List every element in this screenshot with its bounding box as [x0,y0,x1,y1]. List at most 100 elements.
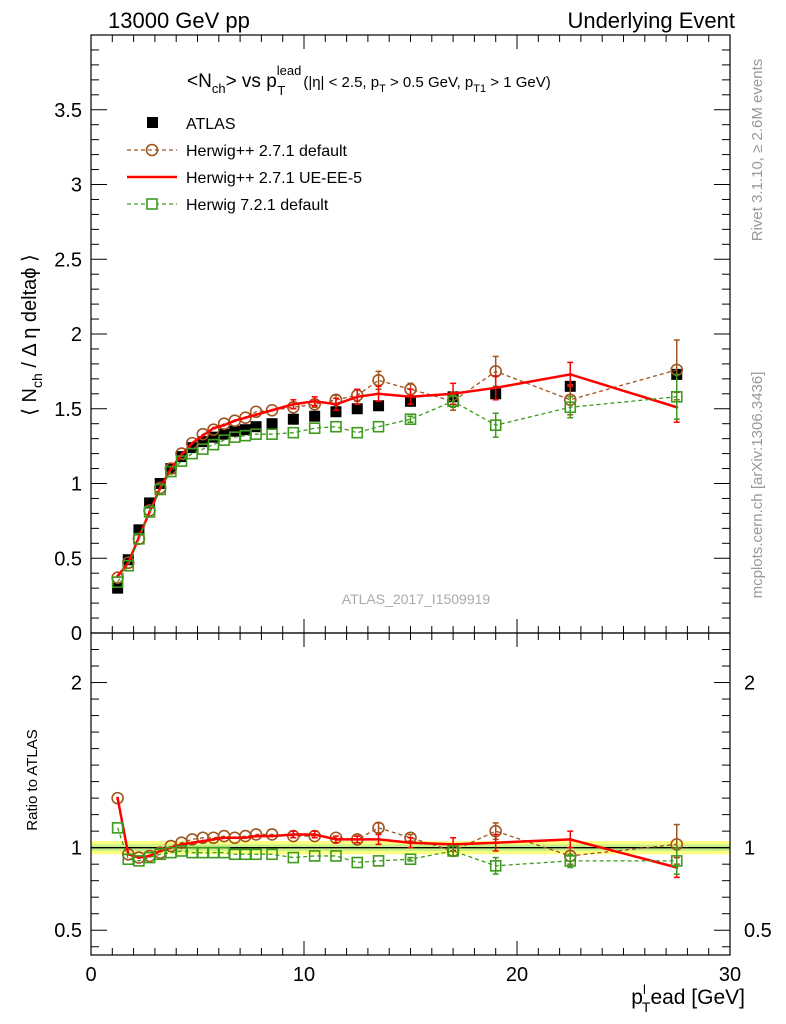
main-ylabel: ⟨ Nch / Δ η deltaϕ ⟩ [19,254,45,416]
data-point [265,403,279,417]
data-point [243,836,247,840]
data-point [334,837,338,841]
data-point [243,416,247,420]
legend-atlas-marker [147,117,158,128]
data-point [197,443,209,455]
data-point [291,402,295,406]
series-atlas [112,368,683,594]
data-point [330,420,342,433]
data-point [377,392,381,396]
ylabel-sub: ch [29,373,45,388]
data-point [175,845,188,857]
data-point [143,506,156,518]
data-point [196,427,210,441]
data-point [308,422,321,434]
data-point [133,533,145,545]
data-point [190,841,194,845]
y-tick-label: 2 [71,673,82,695]
series-herwig-7-2-1-default [111,373,683,588]
data-point [270,408,274,412]
title-part-1: <N [187,71,212,92]
data-point [351,426,364,439]
data-point [355,837,359,841]
data-point [355,395,359,399]
plot-title: <Nch> vs plead T (|η| < 2.5, pT > 0.5 GeV,… [187,63,551,98]
data-point [372,855,385,867]
collision-label: 13000 GeV pp [108,8,250,33]
data-point [239,424,251,436]
data-point [377,837,381,841]
data-point [287,413,299,425]
data-point [330,850,342,862]
data-point [249,405,263,419]
data-point [313,399,317,403]
data-point [116,796,120,800]
data-point [239,411,252,425]
data-point [404,853,417,866]
data-point [133,524,145,536]
data-point [222,423,226,427]
x-tick-label: 10 [293,964,315,986]
data-point [351,403,363,415]
data-point [254,413,258,417]
data-point [122,559,135,572]
ratio-panel: 0 10 20 300.5 0.51 12 2 [54,632,772,986]
data-point [309,410,321,422]
data-point [447,395,459,408]
data-point [287,851,300,864]
data-point [207,423,220,436]
data-point [313,832,317,836]
data-point [111,576,124,588]
title-part-2: > vs p [226,71,277,92]
data-point [447,845,459,857]
data-point [197,846,209,859]
data-point [372,420,385,433]
series-line [117,396,677,583]
ylabel-part-b: / Δ η deltaϕ ⟩ [19,254,41,373]
data-point [211,837,215,841]
data-point [169,467,173,471]
y-tick-label: 2.5 [54,249,82,271]
data-point [218,428,230,440]
series-herwig-2-7-1-ue-ee-5 [116,796,680,879]
legend-herwigpp-default-label: Herwig++ 2.7.1 default [186,143,348,160]
data-point [228,431,241,443]
y-tick-label: 1 [71,474,82,496]
data-point [186,442,198,454]
y-tick-label: 3 [71,175,82,197]
data-point [222,836,226,840]
data-point [308,850,321,862]
data-point [133,855,145,867]
data-point [207,846,220,859]
data-point [111,822,124,834]
title-sub-1: ch [212,81,226,96]
data-point [175,455,188,467]
data-point [201,839,205,843]
data-point [564,401,577,414]
y-tick-label-right: 2 [744,673,755,695]
data-point [249,828,263,841]
main-panel: 0 0.5 1 1.5 2 2.5 3 3.5 [54,34,731,645]
data-point [180,842,184,846]
title-sub-2: T [277,83,285,98]
data-point [494,386,498,390]
data-point [207,438,220,451]
data-point [154,478,166,489]
title-sub-4: T1 [473,83,486,95]
title-sub-3: T [379,83,386,95]
data-point [330,406,342,418]
y-tick-label: 3.5 [54,100,82,122]
data-point [250,421,262,433]
data-point [207,431,219,443]
data-point [270,834,274,838]
x-tick-label: 20 [506,964,528,986]
data-point [165,465,177,478]
data-point [409,395,412,399]
data-point [250,848,262,861]
xlabel-p: p [631,986,643,1009]
ratio-frame [90,632,731,956]
legend-herwig7-label: Herwig 7.2.1 default [186,197,329,214]
data-point [158,849,162,853]
legend-herwig7-marker [146,198,158,210]
data-point [351,856,364,869]
